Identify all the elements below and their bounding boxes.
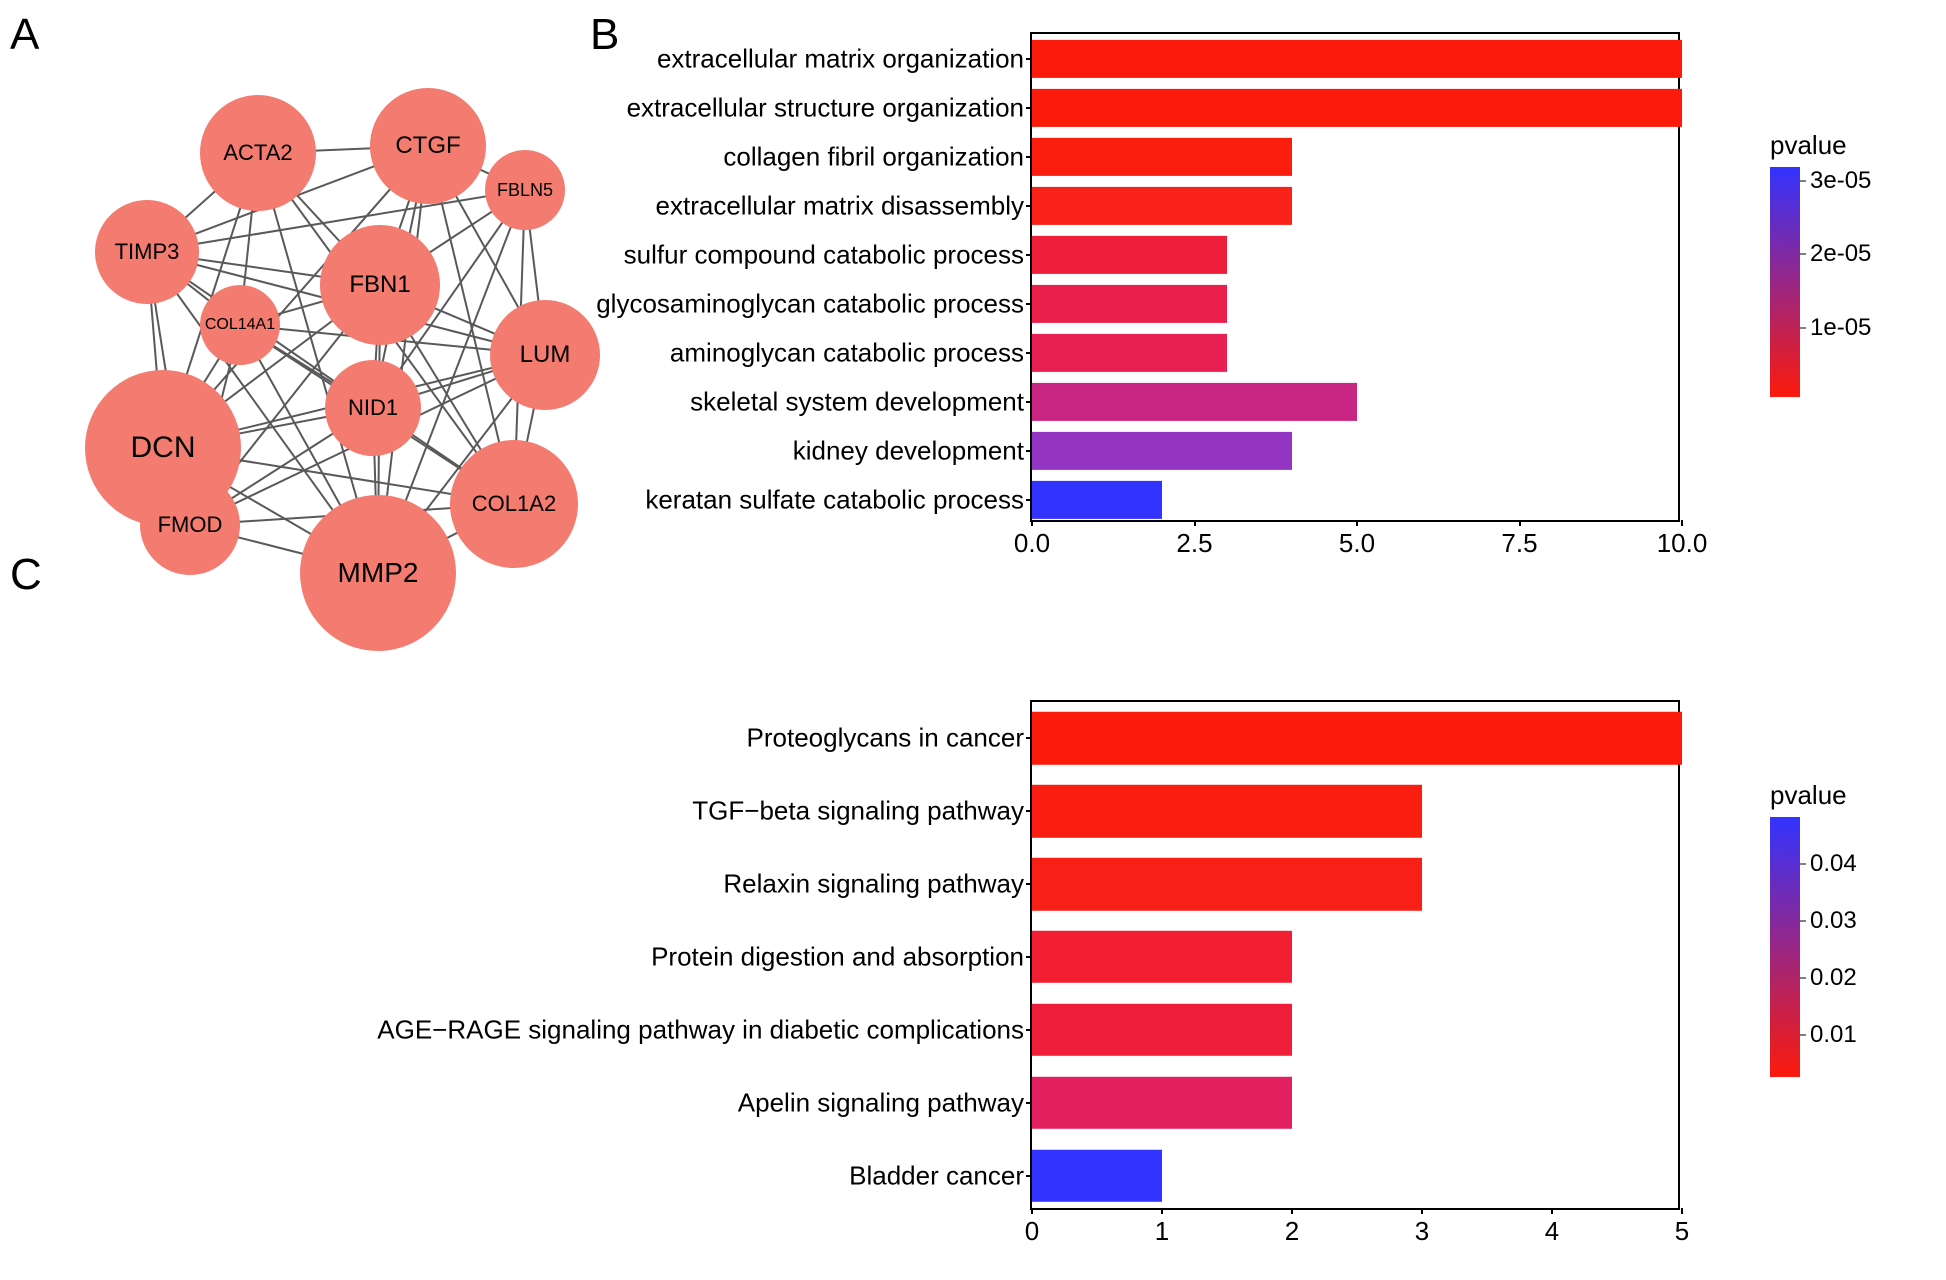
x-axis-label-c: 4 (1545, 1208, 1559, 1247)
x-axis-label-c: 3 (1415, 1208, 1429, 1247)
y-axis-label-c: Apelin signaling pathway (738, 1087, 1032, 1118)
legend-title-c: pvalue (1770, 780, 1847, 811)
y-axis-label-c: Bladder cancer (849, 1160, 1032, 1191)
legend-tick-c (1800, 921, 1806, 922)
y-tick-c (1026, 1029, 1032, 1031)
bar-c (1032, 931, 1292, 983)
legend-tick-label-c: 0.02 (1810, 964, 1857, 992)
y-axis-label-c: TGF−beta signaling pathway (692, 796, 1032, 827)
y-tick-c (1026, 737, 1032, 739)
legend-gradient-c: 0.040.030.020.01 (1770, 817, 1800, 1077)
y-axis-label-c: Proteoglycans in cancer (747, 723, 1032, 754)
legend-tick-label-c: 0.03 (1810, 907, 1857, 935)
chart-box-c: Proteoglycans in cancerTGF−beta signalin… (1030, 700, 1680, 1210)
bar-c (1032, 1004, 1292, 1056)
y-tick-c (1026, 1175, 1032, 1177)
legend-tick-label-c: 0.04 (1810, 850, 1857, 878)
legend-tick-label-c: 0.01 (1810, 1021, 1857, 1049)
bar-c (1032, 1076, 1292, 1128)
x-axis-label-c: 1 (1155, 1208, 1169, 1247)
x-axis-label-c: 5 (1675, 1208, 1689, 1247)
bar-c (1032, 712, 1682, 764)
y-tick-c (1026, 810, 1032, 812)
bar-c (1032, 1149, 1162, 1201)
bar-c (1032, 785, 1422, 837)
x-axis-label-c: 0 (1025, 1208, 1039, 1247)
legend-tick-c (1800, 1035, 1806, 1036)
y-axis-label-c: AGE−RAGE signaling pathway in diabetic c… (377, 1014, 1032, 1045)
figure-root: A B C ACTA2CTGFFBLN5TIMP3FBN1COL14A1LUMD… (10, 10, 1930, 1270)
y-tick-c (1026, 1102, 1032, 1104)
y-tick-c (1026, 956, 1032, 958)
y-axis-label-c: Relaxin signaling pathway (723, 869, 1032, 900)
bar-chart-c: Proteoglycans in cancer TGF−beta signalin… (10, 10, 1930, 1270)
legend-tick-c (1800, 863, 1806, 864)
legend-tick-c (1800, 978, 1806, 979)
bar-c (1032, 858, 1422, 910)
y-tick-c (1026, 883, 1032, 885)
y-axis-label-c: Protein digestion and absorption (651, 942, 1032, 973)
color-legend-c: pvalue 0.040.030.020.01 (1770, 780, 1847, 1077)
x-axis-label-c: 2 (1285, 1208, 1299, 1247)
